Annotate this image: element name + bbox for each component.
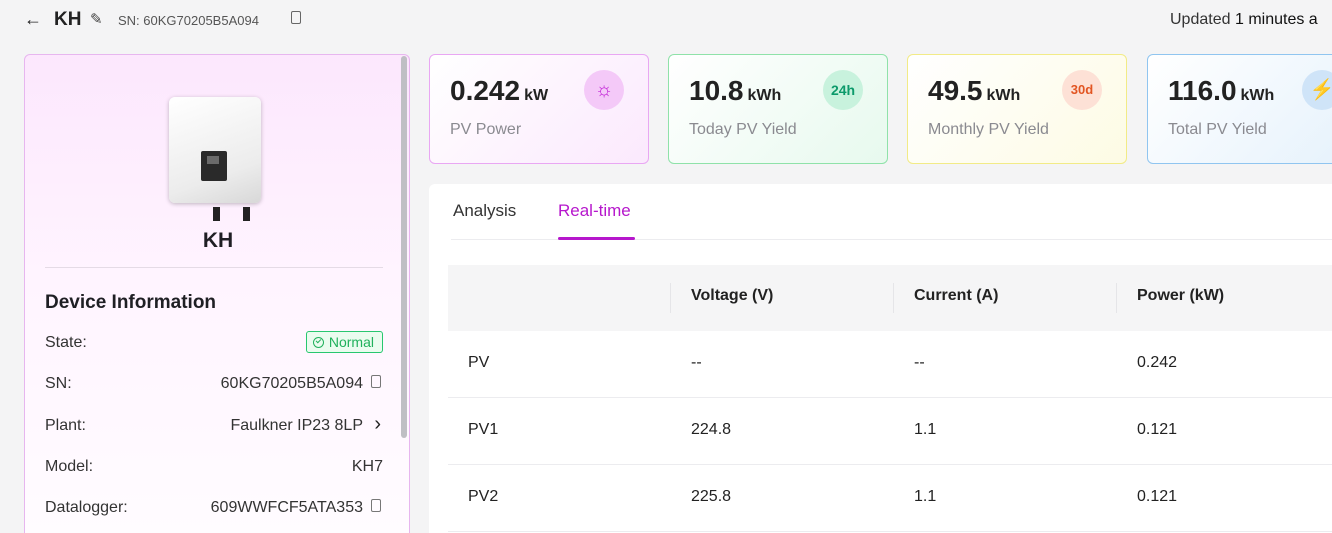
datalogger-label: Datalogger:	[45, 499, 128, 516]
info-row-datalogger: Datalogger: 609WWFCF5ATA353	[45, 496, 383, 520]
kpi-value: 0.242 kW	[450, 75, 548, 107]
kpi-unit: kWh	[986, 87, 1021, 104]
kpi-card-today-yield: 10.8 kWh Today PV Yield 24h	[668, 54, 888, 164]
table-header: Voltage (V) Current (A) Power (kW)	[448, 265, 1332, 331]
model-value: KH7	[351, 458, 383, 475]
page-title: KH	[54, 9, 82, 30]
active-tab-indicator	[558, 237, 635, 240]
datalogger-value: 609WWFCF5ATA353	[210, 499, 363, 516]
updated-suffix: minutes a	[1248, 11, 1318, 28]
table-row: PV2 225.8 1.1 0.121	[448, 465, 1332, 532]
column-header-voltage: Voltage (V)	[691, 287, 774, 304]
updated-prefix: Updated	[1170, 11, 1231, 28]
column-header-power: Power (kW)	[1137, 287, 1225, 304]
info-row-sn: SN: 60KG70205B5A094	[45, 372, 383, 396]
table-cell: PV2	[468, 488, 499, 505]
30d-yield-icon: 30d	[1062, 70, 1102, 110]
table-cell: PV	[468, 354, 490, 371]
kpi-value: 116.0 kWh	[1168, 75, 1274, 107]
inverter-connector	[213, 207, 220, 221]
table-cell: 0.242	[1137, 354, 1178, 371]
column-divider	[670, 283, 671, 313]
kpi-number: 0.242	[450, 75, 521, 106]
sn-label: SN:	[45, 375, 72, 392]
kpi-label: Total PV Yield	[1168, 121, 1267, 138]
table-cell: --	[691, 354, 702, 371]
state-label: State:	[45, 334, 87, 351]
page-header: ← KH ✎ SN: 60KG70205B5A094 Updated 1 min…	[0, 0, 1332, 40]
kpi-number: 116.0	[1168, 75, 1237, 106]
table-cell: 225.8	[691, 488, 732, 505]
copy-icon[interactable]	[291, 11, 301, 24]
table-cell: 0.121	[1137, 421, 1178, 438]
kpi-label: Monthly PV Yield	[928, 121, 1049, 138]
inverter-image	[169, 97, 261, 221]
check-circle-icon	[312, 337, 324, 348]
copy-icon[interactable]	[371, 375, 381, 388]
kpi-value: 10.8 kWh	[689, 75, 781, 107]
table-cell: PV1	[468, 421, 499, 438]
info-row-model: Model: KH7	[45, 455, 383, 479]
updated-status: Updated 1 minutes a	[1170, 11, 1318, 29]
copy-icon[interactable]	[371, 499, 381, 512]
tab-real-time[interactable]: Real-time	[558, 201, 631, 220]
status-text: Normal	[328, 334, 374, 350]
table-cell: 224.8	[691, 421, 732, 438]
device-card: KH Device Information State: Normal SN: …	[24, 54, 410, 533]
inverter-body	[169, 97, 261, 203]
status-badge: Normal	[305, 331, 383, 353]
column-divider	[1116, 283, 1117, 313]
kpi-value: 49.5 kWh	[928, 75, 1020, 107]
kpi-unit: kW	[524, 87, 549, 104]
tab-analysis[interactable]: Analysis	[453, 201, 517, 220]
tab-bar-border	[451, 239, 1332, 240]
info-row-state: State: Normal	[45, 331, 383, 355]
realtime-panel: Analysis Real-time Voltage (V) Current (…	[429, 184, 1332, 533]
header-sn: SN: 60KG70205B5A094	[118, 13, 259, 28]
plant-link[interactable]: Faulkner IP23 8LP	[230, 417, 363, 434]
table-cell: --	[914, 354, 925, 371]
table-cell: 1.1	[914, 421, 937, 438]
inverter-screen	[201, 151, 227, 181]
scrollbar[interactable]	[401, 56, 407, 438]
kpi-unit: kWh	[747, 87, 782, 104]
column-divider	[893, 283, 894, 313]
info-row-plant[interactable]: Plant: Faulkner IP23 8LP ›	[45, 413, 383, 438]
sun-icon: ☼	[584, 70, 624, 110]
table-row: PV -- -- 0.242	[448, 331, 1332, 398]
updated-value: 1	[1234, 11, 1244, 28]
inverter-connector	[243, 207, 250, 221]
back-arrow-icon[interactable]: ←	[24, 9, 42, 29]
device-information-heading: Device Information	[45, 292, 217, 313]
chevron-right-icon[interactable]: ›	[374, 413, 381, 435]
kpi-card-pv-power: 0.242 kW PV Power ☼	[429, 54, 649, 164]
table-cell: 0.121	[1137, 488, 1178, 505]
model-label: Model:	[45, 458, 94, 475]
kpi-number: 10.8	[689, 75, 744, 106]
plant-label: Plant:	[45, 417, 86, 434]
table-cell: 1.1	[914, 488, 937, 505]
device-name: KH	[202, 229, 234, 252]
24h-yield-icon: 24h	[823, 70, 863, 110]
column-header-current: Current (A)	[914, 287, 999, 304]
kpi-card-monthly-yield: 49.5 kWh Monthly PV Yield 30d	[907, 54, 1127, 164]
edit-pencil-icon[interactable]: ✎	[90, 11, 103, 28]
kpi-label: PV Power	[450, 121, 522, 138]
table-row: PV1 224.8 1.1 0.121	[448, 398, 1332, 465]
sn-value: 60KG70205B5A094	[220, 375, 363, 392]
kpi-number: 49.5	[928, 75, 983, 106]
divider	[45, 267, 383, 268]
kpi-card-total-yield: 116.0 kWh Total PV Yield ⚡	[1147, 54, 1332, 164]
kpi-label: Today PV Yield	[689, 121, 797, 138]
total-yield-icon: ⚡	[1302, 70, 1332, 110]
kpi-unit: kWh	[1240, 87, 1275, 104]
